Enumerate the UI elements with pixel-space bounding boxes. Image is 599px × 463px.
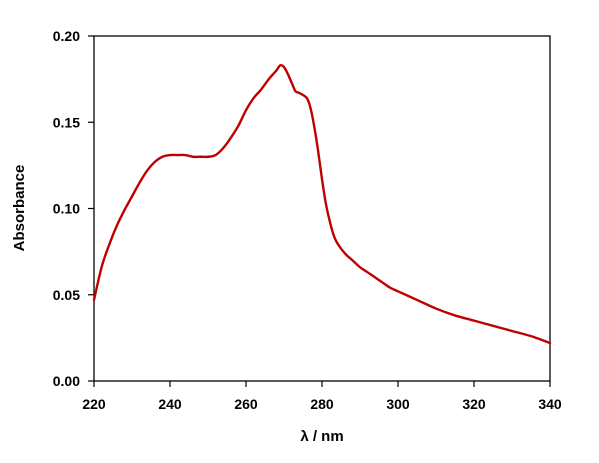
y-tick-label: 0.20: [53, 28, 80, 44]
y-axis-title: Absorbance: [11, 165, 28, 252]
x-axis-ticks: 220 240 260 280 300 320 340: [82, 381, 562, 412]
x-axis-title: λ / nm: [300, 428, 343, 445]
x-tick-label: 260: [234, 396, 258, 412]
plot-frame: [93, 35, 551, 382]
y-tick-label: 0.00: [53, 373, 80, 389]
x-tick-label: 240: [158, 396, 182, 412]
absorbance-series-line: [92, 63, 552, 345]
y-tick-label: 0.10: [53, 201, 80, 217]
x-tick-label: 300: [386, 396, 410, 412]
x-tick-label: 280: [310, 396, 334, 412]
series-layer: [92, 63, 552, 345]
x-tick-label: 220: [82, 396, 106, 412]
x-tick-label: 320: [462, 396, 486, 412]
y-axis-ticks: 0.00 0.05 0.10 0.15 0.20: [53, 28, 94, 389]
y-tick-label: 0.15: [53, 114, 80, 130]
x-tick-label: 340: [538, 396, 562, 412]
y-tick-label: 0.05: [53, 287, 80, 303]
